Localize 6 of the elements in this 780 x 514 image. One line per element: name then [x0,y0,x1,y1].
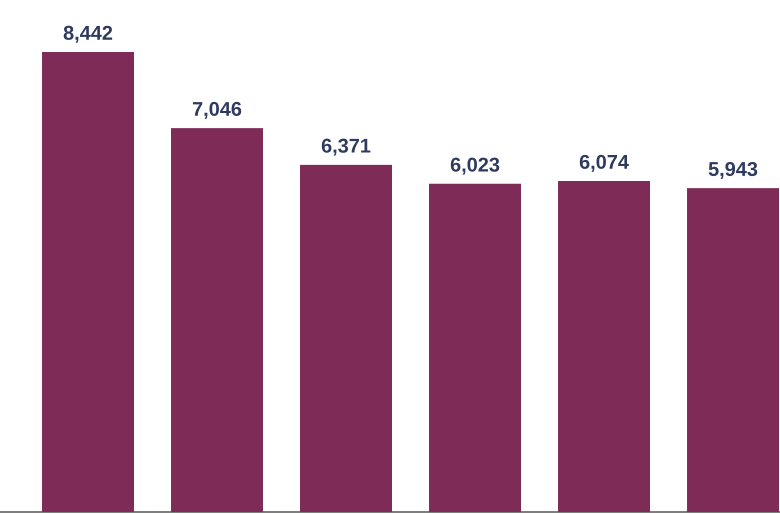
data-label: 6,074 [580,154,629,172]
data-label: 5,943 [708,162,758,179]
data-label: 8,442 [64,26,112,43]
data-label: 7,046 [192,102,242,119]
data-label: 6,371 [322,138,370,156]
data-label: 6,023 [450,158,500,175]
